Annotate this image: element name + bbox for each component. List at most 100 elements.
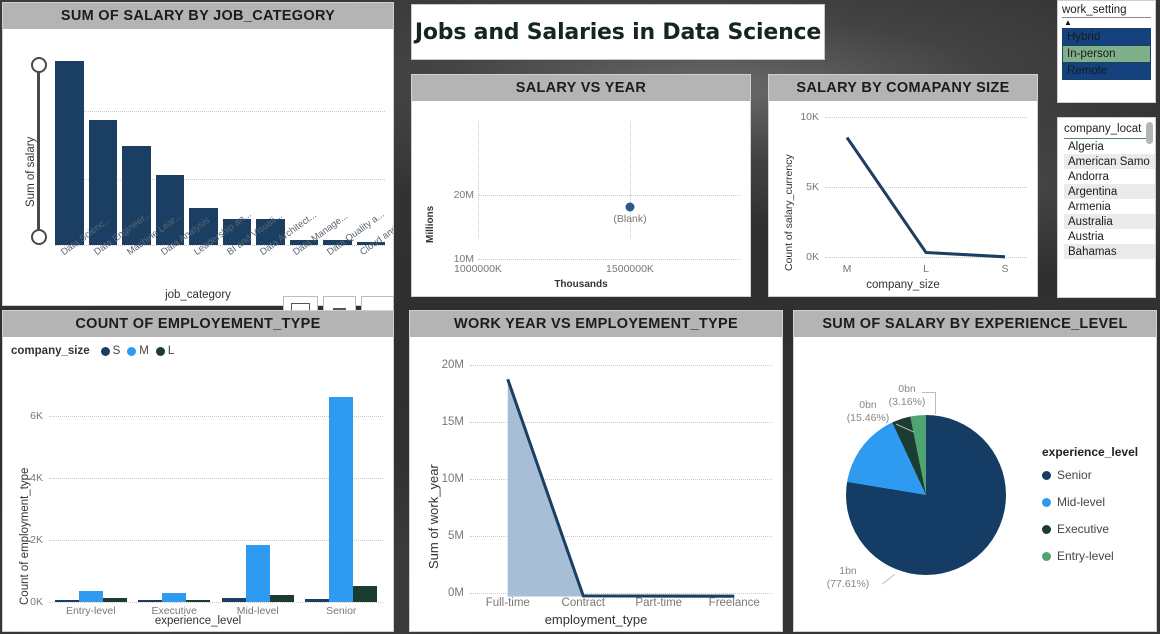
slider-handle-upper[interactable]	[31, 57, 47, 73]
slicer-work-setting[interactable]: work_setting ▲ Hybrid In-person Remote	[1057, 0, 1156, 103]
pie-label-percent-entry: (3.16%)	[888, 396, 926, 409]
legend-item-l[interactable]: L	[155, 345, 174, 357]
slicer-location-item[interactable]: Argentina	[1064, 184, 1155, 199]
legend-label-entry-level: Entry-level	[1057, 549, 1114, 563]
slicer-company-location[interactable]: company_locat Algeria American Samo Andorr…	[1057, 117, 1156, 298]
plot-area-job-category[interactable]: Sum of salary Data Scienc... Data Enginee…	[3, 29, 393, 305]
visual-count-of-employment-type[interactable]: COUNT OF EMPLOYEMENT_TYPE company_size S…	[2, 310, 394, 632]
x-tick-label: M	[842, 263, 852, 275]
legend-company-size[interactable]: company_size S M L	[11, 345, 174, 357]
bar-l-1[interactable]	[186, 600, 211, 602]
chevron-up-icon[interactable]: ▲	[1064, 18, 1072, 27]
gridline	[470, 593, 772, 594]
scrollbar-thumb-company-location[interactable]	[1146, 122, 1153, 144]
x-tick-label: Part-time	[635, 597, 683, 609]
bar-group-1[interactable]	[133, 382, 217, 602]
visual-work-year-vs-employment-type[interactable]: WORK YEAR VS EMPLOYEMENT_TYPE Sum of wor…	[409, 310, 783, 632]
pie-chart[interactable]	[846, 415, 1006, 575]
slider-handle-lower[interactable]	[31, 229, 47, 245]
bar-m-0[interactable]	[78, 591, 103, 602]
bar-series-employment-type[interactable]	[49, 382, 383, 602]
pie-label-percent-senior: (77.61%)	[826, 578, 870, 591]
bar-9[interactable]	[356, 242, 385, 245]
visual-sum-of-salary-by-experience-level[interactable]: SUM OF SALARY BY EXPERIENCE_LEVEL 0bn (1…	[793, 310, 1157, 632]
y-tick-label: 20M	[441, 359, 464, 371]
legend-swatch-entry-level	[1042, 551, 1051, 561]
gridline	[55, 179, 385, 180]
bar-series-job-category[interactable]	[55, 43, 385, 245]
slicer-location-item[interactable]: Andorra	[1068, 170, 1109, 183]
slicer-location-item[interactable]: Australia	[1064, 214, 1155, 229]
plot-area-work-year[interactable]: Sum of work_year 20M 15M 10M 5M 0M Full-…	[410, 337, 782, 631]
legend-item-senior[interactable]: Senior	[1042, 468, 1138, 482]
slicer-option-in-person[interactable]: In-person	[1062, 45, 1151, 62]
legend-experience-level[interactable]: experience_level Senior Mid-level Execut…	[1042, 445, 1138, 576]
bar-4[interactable]	[189, 208, 218, 245]
pie-label-value-mid: 0bn	[859, 399, 877, 411]
bar-0[interactable]	[55, 61, 84, 245]
bar-m-1[interactable]	[162, 593, 187, 602]
visual-salary-vs-year[interactable]: SALARY VS YEAR Millions 20M 10M (Blank) …	[411, 74, 751, 297]
x-tick-label: 1500000K	[606, 263, 654, 275]
report-title-banner: Jobs and Salaries in Data Science	[411, 4, 825, 60]
page-title: Jobs and Salaries in Data Science	[414, 19, 822, 45]
slicer-company-location-items[interactable]: Algeria American Samo Andorra Argentina Arme…	[1064, 139, 1155, 259]
legend-title: company_size	[11, 345, 90, 357]
bar-1[interactable]	[88, 120, 117, 245]
bar-l-0[interactable]	[102, 598, 127, 602]
visual-sum-of-salary-by-job-category[interactable]: SUM OF SALARY BY JOB_CATEGORY Sum of sal…	[2, 2, 394, 306]
bar-group-0[interactable]	[49, 382, 133, 602]
legend-item-s[interactable]: S	[100, 345, 120, 357]
bar-m-3[interactable]	[329, 397, 354, 602]
legend-item-entry-level[interactable]: Entry-level	[1042, 549, 1138, 563]
slicer-location-item[interactable]: Bahamas	[1064, 244, 1155, 259]
slicer-location-item[interactable]: Austria	[1068, 230, 1104, 243]
bar-5[interactable]	[222, 219, 251, 245]
bar-s-0[interactable]	[54, 600, 79, 602]
pie-label-entry-level: 0bn (3.16%)	[876, 383, 938, 409]
slicer-location-item[interactable]: Armenia	[1068, 200, 1111, 213]
bar-l-3[interactable]	[353, 586, 378, 602]
legend-label-senior: Senior	[1057, 468, 1092, 482]
slicer-option-remote[interactable]: Remote	[1062, 62, 1151, 80]
visual-salary-by-company-size[interactable]: SALARY BY COMAPANY SIZE Count of salary_…	[768, 74, 1038, 297]
bar-6[interactable]	[256, 219, 285, 245]
legend-title-experience-level: experience_level	[1042, 445, 1139, 459]
slicer-option-hybrid[interactable]: Hybrid	[1062, 28, 1151, 45]
legend-item-executive[interactable]: Executive	[1042, 522, 1138, 536]
bar-m-2[interactable]	[245, 544, 270, 602]
scatter-point[interactable]	[625, 202, 635, 212]
y-tick-label: 10K	[800, 111, 819, 123]
legend-item-mid-level[interactable]: Mid-level	[1042, 495, 1138, 509]
bar-s-2[interactable]	[221, 598, 246, 602]
bar-3[interactable]	[155, 175, 184, 245]
gridline	[49, 416, 383, 417]
slicer-work-setting-options[interactable]: Hybrid In-person Remote	[1062, 28, 1151, 80]
bar-group-2[interactable]	[216, 382, 300, 602]
bar-group-3[interactable]	[300, 382, 384, 602]
bar-8[interactable]	[323, 240, 352, 245]
plot-area-company-size[interactable]: Count of salary_currency 10K 5K 0K M L S…	[769, 101, 1037, 296]
legend-label-executive: Executive	[1057, 522, 1110, 536]
y-tick-label: 10M	[441, 473, 464, 485]
bar-7[interactable]	[289, 239, 318, 245]
bar-s-3[interactable]	[305, 599, 330, 602]
x-tick-label: Freelance	[708, 597, 760, 609]
plot-area-salary-vs-year[interactable]: Millions 20M 10M (Blank) 1000000K 150000…	[412, 101, 750, 296]
y-tick-label: 2K	[30, 534, 43, 546]
plot-area-employment-type[interactable]: company_size S M L Count of employment_t…	[3, 337, 393, 631]
bar-l-2[interactable]	[269, 595, 294, 602]
salary-range-slider[interactable]	[31, 57, 47, 245]
x-axis-title-employment-type: experience_level	[154, 615, 242, 627]
slicer-location-item[interactable]: Algeria	[1068, 140, 1104, 153]
gridline	[49, 540, 383, 541]
bar-2[interactable]	[122, 145, 151, 245]
gridline-vertical	[630, 121, 631, 238]
bar-s-1[interactable]	[138, 600, 163, 602]
legend-item-m[interactable]: M	[127, 345, 149, 357]
legend-swatch-mid-level	[1042, 497, 1051, 507]
gridline	[470, 422, 772, 423]
legend-swatch-m	[127, 346, 137, 356]
plot-area-experience-level[interactable]: 0bn (15.46%) 0bn (3.16%) 1bn (77.61%) ex…	[794, 337, 1156, 631]
slicer-location-item[interactable]: American Samo	[1064, 154, 1155, 169]
